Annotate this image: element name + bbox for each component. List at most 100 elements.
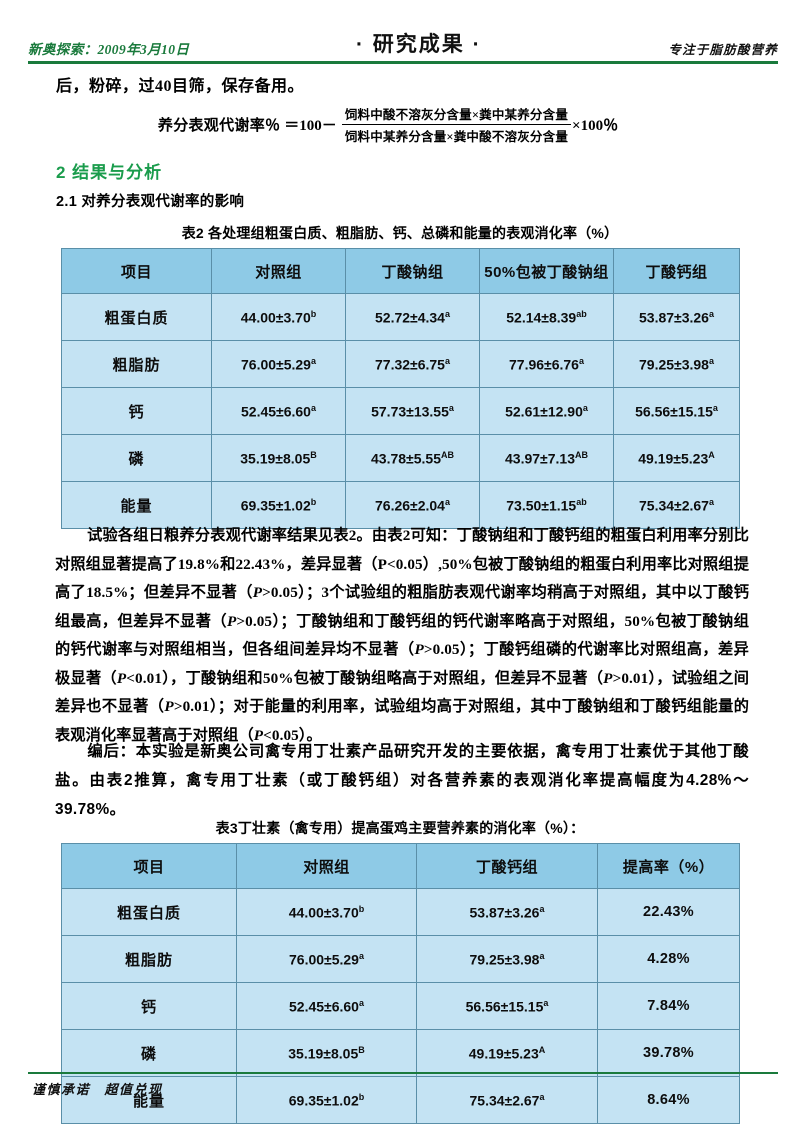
- cell-value: 76.00±5.29: [241, 356, 311, 373]
- row-label: 粗蛋白质: [61, 293, 212, 341]
- editor-note-text: 编后：本实验是新奥公司禽专用丁壮素产品研究开发的主要依据，禽专用丁壮素优于其他丁…: [55, 743, 749, 818]
- table2-cell-0: 35.19±8.05B: [211, 434, 346, 482]
- significance-superscript: A: [708, 449, 715, 460]
- cell-value: 52.61±12.90: [505, 403, 583, 420]
- table2-header-row: 项目 对照组 丁酸钠组 50%包被丁酸钠组 丁酸钙组: [61, 248, 740, 294]
- analysis-text-fragment: <0.01），丁酸钠组和50%包被丁酸钠组略高于对照组，但差异不显著（: [126, 669, 604, 687]
- significance-superscript: a: [712, 402, 718, 413]
- row-label: 磷: [61, 434, 212, 482]
- formula-tail: ×100％: [572, 118, 619, 135]
- table2-cell-1: 57.73±13.55a: [345, 387, 480, 435]
- formula-denominator: 饲料中某养分含量×粪中酸不溶灰分含量: [344, 130, 569, 145]
- footer-divider: [28, 1071, 778, 1074]
- significance-superscript: b: [358, 903, 365, 914]
- table2-cell-0: 44.00±3.70b: [211, 293, 346, 341]
- subsection-heading-metabolism: 2.1 对养分表观代谢率的影响: [56, 194, 245, 210]
- significance-superscript: a: [358, 997, 364, 1008]
- footer-slogan: 谨慎承诺 超值兑现: [32, 1082, 163, 1097]
- cell-value: 52.45±6.60: [289, 998, 359, 1015]
- paragraph-editor-note: 编后：本实验是新奥公司禽专用丁壮素产品研究开发的主要依据，禽专用丁壮素优于其他丁…: [55, 737, 749, 824]
- cell-value: 76.00±5.29: [289, 951, 359, 968]
- page-header: 新奥探索：2009年3月10日 · 研究成果 · 专注于脂肪酸营养: [28, 30, 778, 64]
- formula-left-side: 养分表观代谢率％: [157, 118, 281, 135]
- table3-col-control: 对照组: [236, 843, 417, 889]
- significance-superscript: a: [708, 308, 714, 319]
- page-footer: 谨慎承诺 超值兑现: [28, 1071, 778, 1099]
- table3-cell-control: 44.00±3.70b: [236, 888, 417, 936]
- table2-cell-1: 77.32±6.75a: [345, 340, 480, 388]
- cell-value: 73.50±1.15: [506, 497, 577, 514]
- table3-col-calcium-butyrate: 丁酸钙组: [416, 843, 598, 889]
- significance-superscript: AB: [574, 449, 588, 460]
- table3-header-row: 项目 对照组 丁酸钙组 提高率（%）: [61, 843, 740, 889]
- table3-col-improvement: 提高率（%）: [597, 843, 740, 889]
- significance-superscript: b: [358, 1091, 365, 1102]
- analysis-text-fragment: >0.01），试验组之间差异也不显著（: [55, 669, 749, 716]
- table2-cell-1: 52.72±4.34a: [345, 293, 480, 341]
- cell-value: 57.73±13.55: [371, 403, 449, 420]
- significance-superscript: a: [539, 950, 545, 961]
- p-value-symbol: P: [603, 669, 613, 687]
- header-divider: [28, 61, 778, 64]
- significance-superscript: a: [578, 355, 584, 366]
- table2-cell-1: 76.26±2.04a: [345, 481, 480, 529]
- cell-value: 52.14±8.39: [506, 309, 577, 326]
- significance-superscript: a: [582, 402, 588, 413]
- table2-col-control: 对照组: [211, 248, 346, 294]
- formula-expression: 养分表观代谢率％ ＝100－ 饲料中酸不溶灰分含量×粪中某养分含量 饲料中某养分…: [158, 104, 618, 145]
- table3-cell-control: 35.19±8.05B: [236, 1029, 417, 1077]
- section-heading-results: 2 结果与分析: [56, 163, 163, 182]
- significance-superscript: a: [539, 1091, 545, 1102]
- table3-cell-control: 52.45±6.60a: [236, 982, 417, 1030]
- significance-superscript: b: [310, 496, 317, 507]
- table2-cell-3: 79.25±3.98a: [613, 340, 740, 388]
- cell-value: 79.25±3.98: [469, 951, 540, 968]
- significance-superscript: a: [543, 997, 549, 1008]
- significance-superscript: a: [310, 402, 316, 413]
- cell-value: 52.72±4.34: [375, 309, 445, 326]
- cell-value: 44.00±3.70: [240, 309, 311, 326]
- table2-cell-0: 76.00±5.29a: [211, 340, 346, 388]
- table-improvement-rate: 项目 对照组 丁酸钙组 提高率（%） 粗蛋白质 44.00±3.70b 53.87±…: [61, 843, 740, 1124]
- cell-value: 49.19±5.23: [638, 450, 709, 467]
- cell-value: 52.45±6.60: [241, 403, 311, 420]
- table3-col-item: 项目: [61, 843, 237, 889]
- cell-value: 69.35±1.02: [240, 497, 311, 514]
- paragraph-analysis: 试验各组日粮养分表观代谢率结果见表2。由表2可知：丁酸钠组和丁酸钙组的粗蛋白利用…: [55, 522, 749, 750]
- table2-cell-3: 49.19±5.23A: [613, 434, 740, 482]
- p-value-symbol: P: [253, 726, 264, 744]
- table-apparent-digestibility: 项目 对照组 丁酸钠组 50%包被丁酸钠组 丁酸钙组 粗蛋白质 44.00±3.7…: [61, 248, 740, 529]
- cell-value: 43.97±7.13: [505, 450, 575, 467]
- table3-head: 项目 对照组 丁酸钙组 提高率（%）: [61, 843, 740, 889]
- significance-superscript: a: [448, 402, 454, 413]
- table2-col-coated-sodium-butyrate: 50%包被丁酸钠组: [479, 248, 614, 294]
- analysis-text-fragment: >0.01）；对于能量的利用率，试验组均高于对照组，其中丁酸钠组和丁酸钙组能量的…: [55, 698, 749, 744]
- table3-caption: 表3丁壮素（禽专用）提高蛋鸡主要营养素的消化率（%）：: [215, 820, 585, 836]
- cell-value: 49.19±5.23: [468, 1045, 539, 1062]
- p-value-symbol: P: [227, 612, 237, 630]
- table2-cell-1: 43.78±5.55AB: [345, 434, 480, 482]
- table2-cell-3: 75.34±2.67a: [613, 481, 740, 529]
- table-row: 粗蛋白质 44.00±3.70b 52.72±4.34a 52.14±8.39ab 53…: [61, 293, 740, 341]
- formula-numerator: 饲料中酸不溶灰分含量×粪中某养分含量: [344, 108, 569, 122]
- table2-caption: 表2 各处理组粗蛋白质、粗脂肪、钙、总磷和能量的表观消化率（%）: [181, 225, 619, 241]
- cell-value: 44.00±3.70: [288, 904, 359, 921]
- table3-cell-control: 76.00±5.29a: [236, 935, 417, 983]
- row-label: 磷: [61, 1029, 237, 1077]
- table2-cell-3: 53.87±3.26a: [613, 293, 740, 341]
- significance-superscript: a: [358, 950, 364, 961]
- formula-equals: ＝100－: [284, 118, 337, 135]
- table3-cell-treatment: 56.56±15.15a: [416, 982, 598, 1030]
- header-row: 新奥探索：2009年3月10日 · 研究成果 · 专注于脂肪酸营养: [28, 30, 778, 58]
- table3-cell-improvement: 7.84%: [597, 982, 740, 1030]
- table3-cell-improvement: 39.78%: [597, 1029, 740, 1077]
- p-value-symbol: P: [164, 698, 174, 715]
- significance-superscript: A: [538, 1044, 546, 1055]
- table2-col-calcium-butyrate: 丁酸钙组: [613, 248, 740, 294]
- analysis-text-fragment: 试验各组日粮养分表观代谢率结果见表2。由表2可知：丁酸钠组和丁酸钙组的粗蛋白利用…: [55, 527, 749, 601]
- row-label: 能量: [61, 481, 212, 529]
- table-row: 能量 69.35±1.02b 76.26±2.04a 73.50±1.15ab 75.3…: [61, 481, 740, 529]
- table2-cell-2: 77.96±6.76a: [479, 340, 614, 388]
- cell-value: 53.87±3.26: [469, 904, 540, 921]
- table2-body: 粗蛋白质 44.00±3.70b 52.72±4.34a 52.14±8.39ab 53…: [61, 293, 740, 529]
